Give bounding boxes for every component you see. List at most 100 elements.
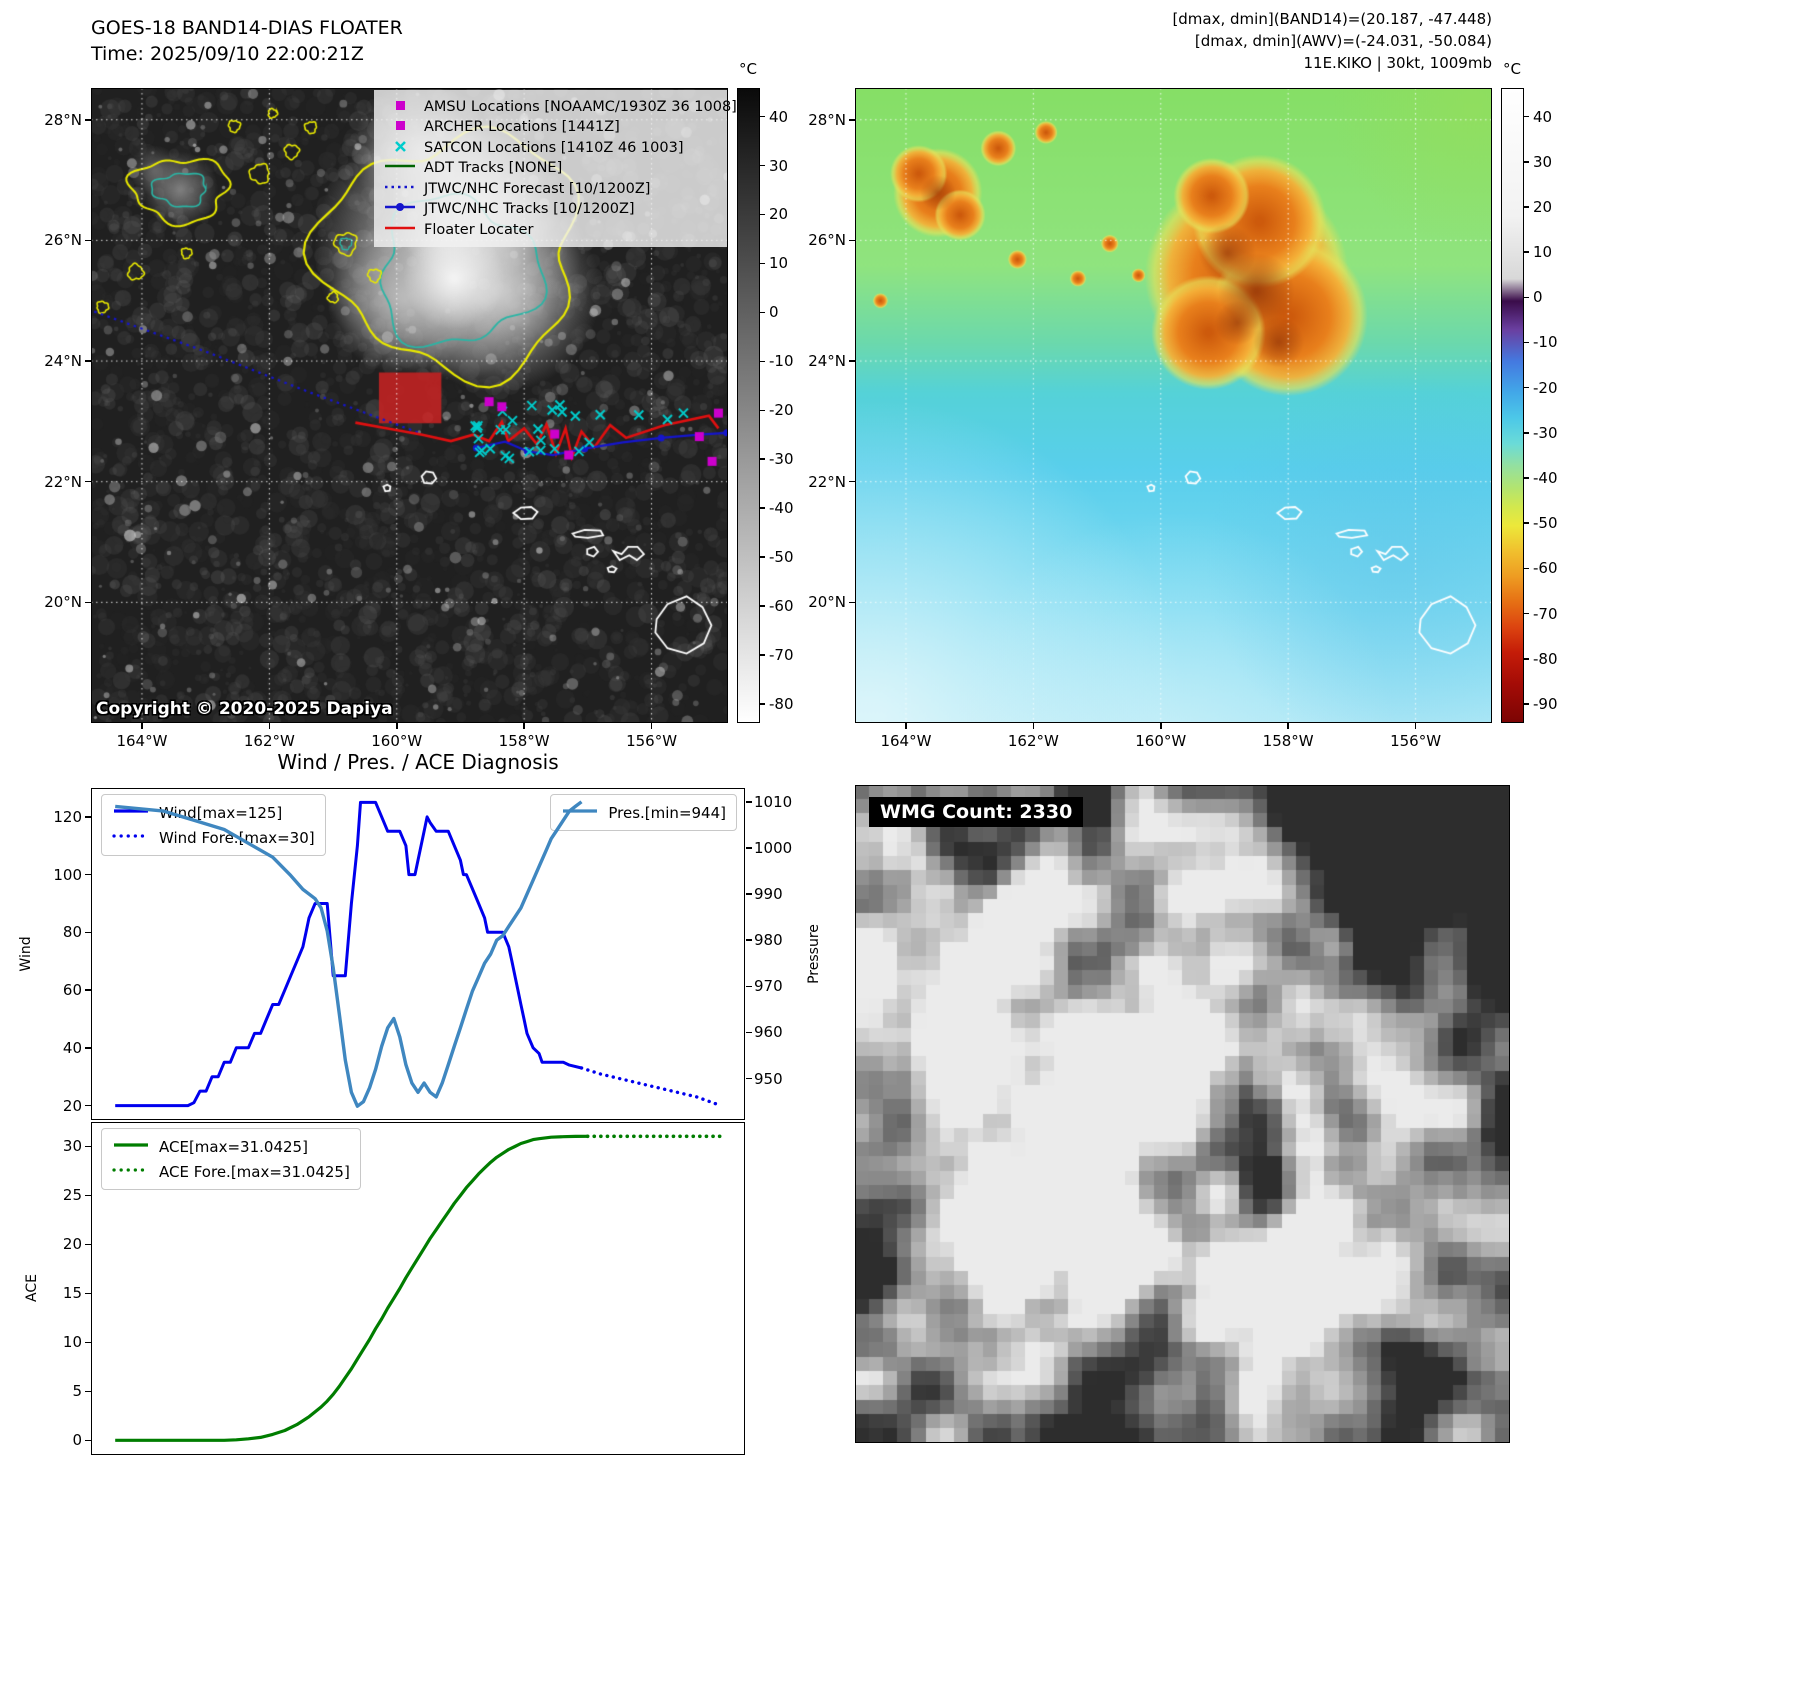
wind-pressure-chart-y2-tick-mark: [746, 939, 752, 941]
awv-x-tick-mark: [1160, 723, 1162, 729]
wmg-count-label: WMG Count: 2330: [869, 797, 1084, 827]
band14-y-tick-label: 24°N: [44, 352, 82, 371]
band14-colorbar-tick-label: -40: [769, 499, 794, 518]
band14-y-tick-label: 26°N: [44, 231, 82, 250]
band14-colorbar-tick-mark: [760, 409, 765, 411]
band14-colorbar-tick-mark: [760, 703, 765, 705]
ace-chart-y-tick-label: 30: [62, 1137, 82, 1156]
awv-colorbar: [1501, 88, 1524, 723]
band14-colorbar-tick-mark: [760, 164, 765, 167]
band14-copyright: Copyright © 2020-2025 Dapiya: [96, 699, 393, 719]
awv-colorbar-tick-label: 30: [1533, 152, 1553, 171]
band14-colorbar-unit: °C: [739, 60, 757, 78]
band14-legend-item: JTWC/NHC Tracks [10/1200Z]: [383, 199, 718, 220]
awv-y-tick-mark: [849, 360, 855, 362]
band14-legend-label: Floater Locater: [424, 221, 534, 238]
ace-chart-y-tick-mark: [85, 1341, 91, 1344]
wind-pressure-chart-y-tick-mark: [85, 1047, 91, 1049]
awv-x-tick-label: 160°W: [1135, 732, 1187, 750]
wind-pressure-chart-series: [115, 800, 582, 1108]
awv-colorbar-tick-label: -10: [1533, 333, 1558, 352]
band14-colorbar-tick-label: -70: [769, 646, 794, 664]
wind-pressure-chart-y2-tick-label: 1000: [754, 838, 793, 857]
band14-x-tick-label: 156°W: [626, 732, 678, 750]
wind-pressure-chart-y-tick-mark: [85, 873, 91, 876]
band14-colorbar-tick-label: 10: [769, 254, 789, 273]
wind-pressure-chart-y-tick-label: 20: [62, 1096, 82, 1115]
band14-x-tick-label: 164°W: [116, 732, 168, 750]
ace-chart-y-tick-label: 25: [62, 1186, 82, 1205]
ace-chart-series: [115, 1134, 588, 1442]
band14-x-tick-mark: [650, 723, 653, 729]
wind-pressure-chart-y-tick-mark: [85, 931, 91, 934]
wind-pressure-chart-y-tick-label: 80: [62, 923, 82, 942]
band14-y-tick-mark: [85, 239, 91, 242]
wind-axis-label: Wind: [18, 936, 34, 972]
band14-y-tick-mark: [85, 480, 91, 483]
wind-pressure-chart-y-tick-label: 60: [62, 981, 82, 1000]
wind-pressure-chart-series: [579, 1066, 723, 1108]
awv-colorbar-tick-mark: [1524, 115, 1529, 118]
awv-header-line3: 11E.KIKO | 30kt, 1009mb: [1303, 54, 1492, 72]
band14-colorbar-tick-label: -80: [769, 694, 794, 713]
band14-y-tick-label: 20°N: [44, 593, 82, 612]
wind-pressure-chart: [115, 800, 723, 1108]
band14-title: GOES-18 BAND14-DIAS FLOATER: [91, 17, 403, 39]
square-legend-marker-icon: [383, 97, 417, 117]
band14-colorbar-tick-label: -20: [769, 401, 794, 420]
band14-x-tick-mark: [523, 723, 525, 729]
awv-colorbar-tick-label: -70: [1533, 604, 1558, 623]
wind-pressure-chart-y2-tick-mark: [746, 801, 752, 803]
band14-legend-item: JTWC/NHC Forecast [10/1200Z]: [383, 179, 718, 200]
band14-legend-label: JTWC/NHC Forecast [10/1200Z]: [424, 180, 651, 197]
band14-x-tick-label: 162°W: [243, 732, 295, 750]
awv-y-tick-label: 26°N: [808, 231, 846, 250]
awv-y-tick-mark: [849, 480, 855, 483]
legend-ace-item: ACE[max=31.0425]: [112, 1134, 350, 1159]
awv-x-tick-label: 162°W: [1007, 732, 1059, 750]
awv-colorbar-tick-label: -60: [1533, 559, 1558, 578]
awv-colorbar-tick-label: 0: [1533, 288, 1543, 307]
ace-chart-y-tick-label: 15: [62, 1284, 82, 1303]
band14-legend-label: ADT Tracks [NONE]: [424, 160, 563, 177]
pressure-axis-label: Pressure: [806, 924, 822, 984]
awv-colorbar-tick-mark: [1524, 522, 1529, 524]
band14-colorbar: [737, 88, 760, 723]
ace-chart-y-tick-mark: [85, 1292, 91, 1295]
awv-header-line2: [dmax, dmin](AWV)=(-24.031, -50.084): [1194, 32, 1492, 50]
awv-y-tick-mark: [849, 119, 855, 121]
band14-colorbar-tick-mark: [760, 556, 765, 558]
band14-colorbar-tick-mark: [760, 654, 765, 656]
awv-y-tick-label: 22°N: [808, 472, 846, 491]
diagnosis-title: Wind / Pres. / ACE Diagnosis: [277, 750, 559, 774]
line-legend-marker-icon: [112, 1138, 150, 1156]
band14-y-tick-label: 22°N: [44, 472, 82, 491]
line-dot-legend-marker-icon: [383, 199, 417, 219]
wmg-image: [855, 785, 1510, 1443]
awv-x-tick-mark: [905, 723, 907, 729]
ace-chart-y-tick-mark: [85, 1145, 91, 1148]
band14-legend-label: AMSU Locations [NOAAMC/1930Z 36 1008]: [424, 98, 737, 115]
band14-legend-item: SATCON Locations [1410Z 46 1003]: [383, 138, 718, 159]
legend-ace-label: ACE[max=31.0425]: [159, 1137, 308, 1156]
legend-ace-item: ACE Fore.[max=31.0425]: [112, 1159, 350, 1184]
band14-y-tick-label: 28°N: [44, 110, 82, 129]
band14-x-tick-mark: [396, 723, 398, 729]
awv-colorbar-tick-mark: [1524, 658, 1529, 660]
wind-pressure-chart-y2-tick-label: 990: [754, 885, 783, 904]
ace-chart-y-tick-mark: [85, 1439, 91, 1442]
awv-colorbar-tick-label: -80: [1533, 649, 1558, 668]
awv-colorbar-tick-label: -20: [1533, 378, 1558, 397]
band14-colorbar-tick-mark: [760, 458, 765, 460]
ace-chart-y-tick-mark: [85, 1194, 91, 1197]
awv-y-tick-label: 28°N: [808, 110, 846, 129]
awv-colorbar-tick-label: -50: [1533, 514, 1558, 533]
wind-pressure-chart-y2-tick-label: 960: [754, 1023, 783, 1042]
dotted-line-legend-marker-icon: [112, 829, 150, 847]
awv-colorbar-tick-label: 40: [1533, 107, 1553, 126]
awv-satellite-image: [855, 88, 1492, 723]
awv-colorbar-tick-mark: [1524, 251, 1529, 253]
band14-colorbar-tick-label: -10: [769, 352, 794, 371]
awv-colorbar-tick-mark: [1524, 567, 1529, 570]
awv-colorbar-tick-mark: [1524, 206, 1529, 208]
